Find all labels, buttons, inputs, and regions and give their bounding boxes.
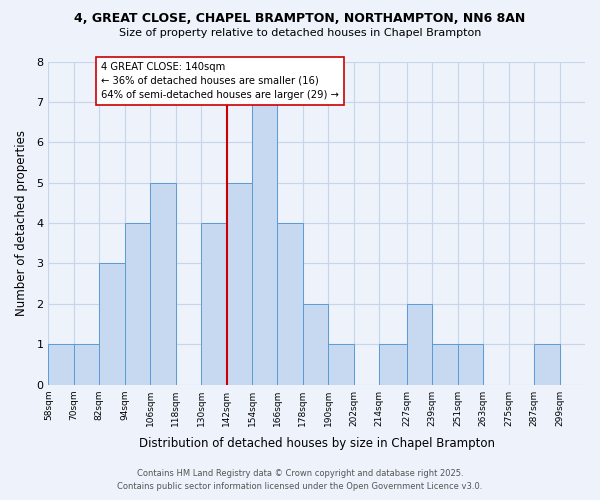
Bar [74, 344, 99, 385]
Text: Contains HM Land Registry data © Crown copyright and database right 2025.
Contai: Contains HM Land Registry data © Crown c… [118, 470, 482, 491]
Bar [150, 182, 176, 384]
Bar [407, 304, 432, 384]
Bar [201, 223, 227, 384]
Text: 4 GREAT CLOSE: 140sqm
← 36% of detached houses are smaller (16)
64% of semi-deta: 4 GREAT CLOSE: 140sqm ← 36% of detached … [101, 62, 339, 100]
X-axis label: Distribution of detached houses by size in Chapel Brampton: Distribution of detached houses by size … [139, 437, 494, 450]
Bar [49, 344, 74, 385]
Bar [277, 223, 303, 384]
Bar [379, 344, 407, 385]
Bar [252, 102, 277, 385]
Bar [227, 182, 252, 384]
Bar [328, 344, 354, 385]
Bar [458, 344, 483, 385]
Text: Size of property relative to detached houses in Chapel Brampton: Size of property relative to detached ho… [119, 28, 481, 38]
Bar [303, 304, 328, 384]
Text: 4, GREAT CLOSE, CHAPEL BRAMPTON, NORTHAMPTON, NN6 8AN: 4, GREAT CLOSE, CHAPEL BRAMPTON, NORTHAM… [74, 12, 526, 26]
Bar [534, 344, 560, 385]
Bar [432, 344, 458, 385]
Bar [125, 223, 150, 384]
Bar [99, 264, 125, 384]
Y-axis label: Number of detached properties: Number of detached properties [15, 130, 28, 316]
